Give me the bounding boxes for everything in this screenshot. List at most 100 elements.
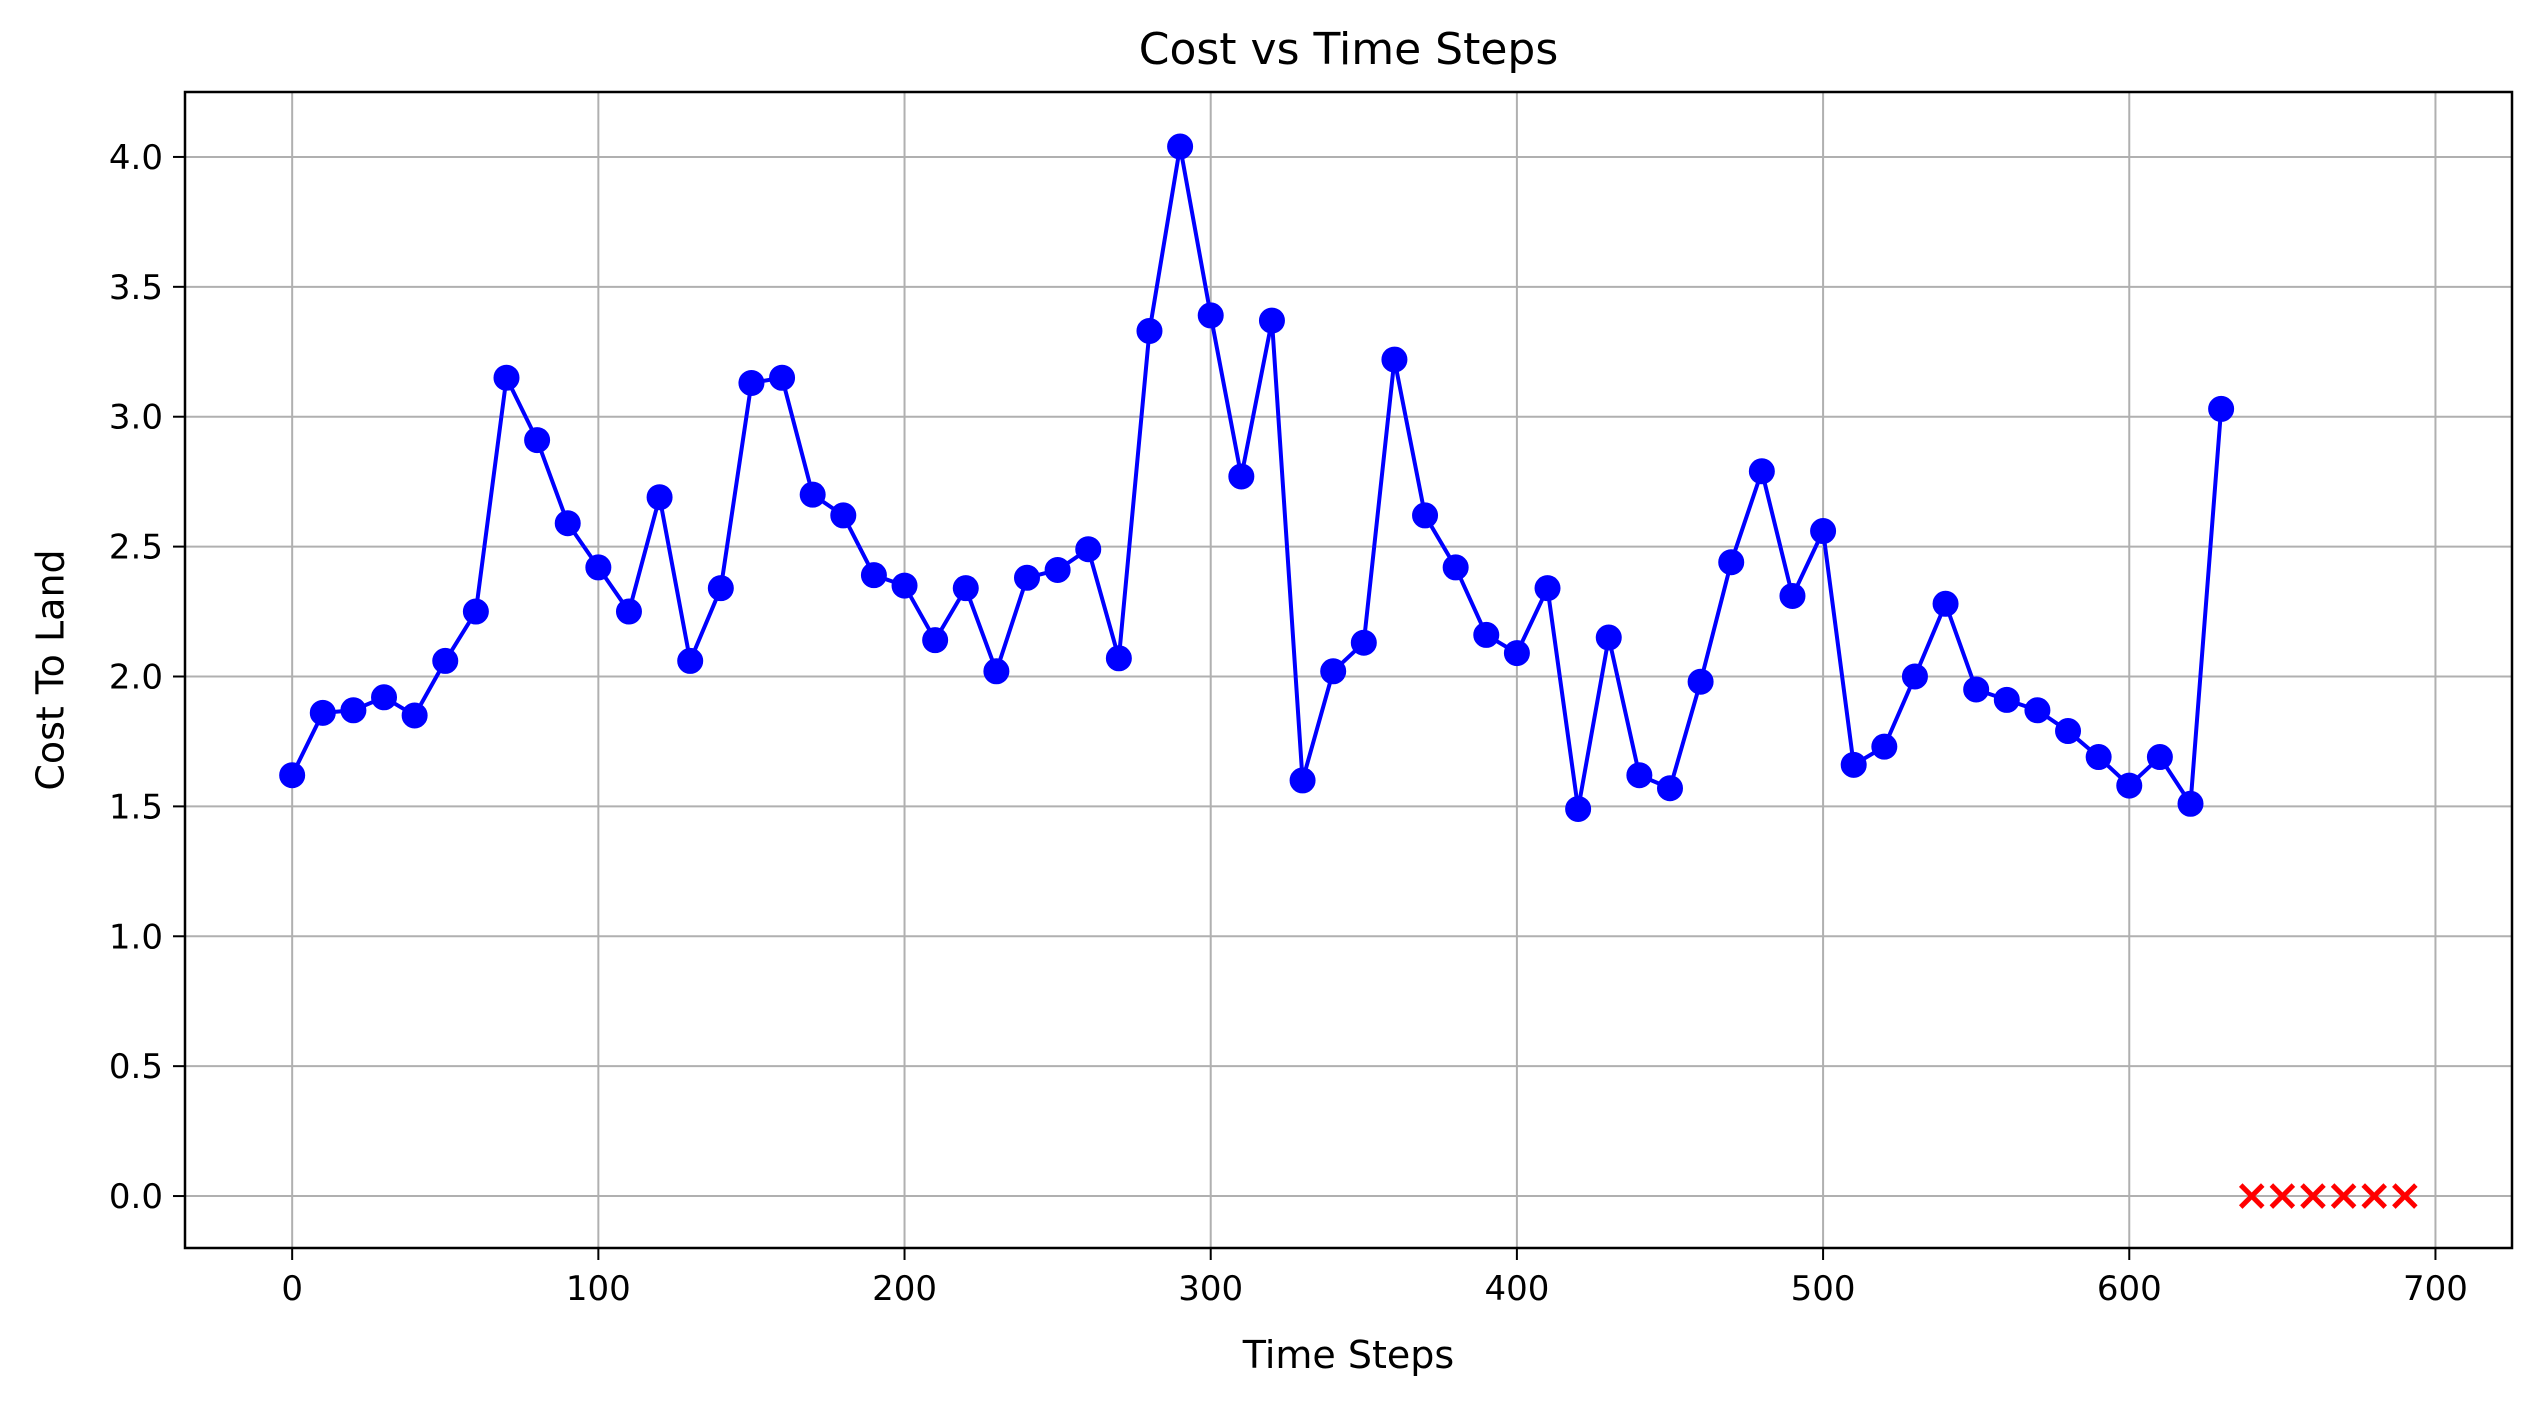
- chart-title: Cost vs Time Steps: [1139, 24, 1559, 75]
- data-point: [922, 627, 949, 654]
- x-marker-stroke: [2392, 1183, 2418, 1209]
- data-point: [1840, 751, 1867, 778]
- data-point: [1534, 575, 1561, 602]
- data-point-x: [2269, 1183, 2296, 1209]
- data-point: [677, 647, 704, 674]
- data-point: [891, 572, 918, 599]
- data-point: [2085, 744, 2112, 771]
- data-point: [952, 575, 979, 602]
- x-tick-label: 500: [1791, 1269, 1856, 1309]
- grid: [185, 92, 2512, 1248]
- data-point: [2116, 772, 2143, 799]
- data-point: [371, 684, 398, 711]
- data-point: [524, 427, 551, 454]
- data-point: [2177, 790, 2204, 817]
- x-marker-stroke: [2330, 1183, 2357, 1209]
- data-point-x: [2361, 1183, 2387, 1209]
- data-point-x: [2392, 1183, 2418, 1209]
- data-point: [769, 364, 796, 391]
- x-tick-label: 400: [1484, 1269, 1549, 1309]
- data-point: [707, 575, 734, 602]
- data-point: [2055, 718, 2082, 745]
- data-point: [1871, 733, 1898, 760]
- data-point: [1350, 629, 1377, 656]
- data-point-x: [2330, 1183, 2357, 1209]
- axis-ticks: 0 100 200 300 400 500 600 700 0.0 0.5 1.0 1.5 2.0 2.5…: [109, 138, 2468, 1309]
- x-tick-label: 700: [2403, 1269, 2468, 1309]
- x-tick-label: 0: [281, 1269, 303, 1309]
- data-point: [1473, 621, 1500, 648]
- data-point: [340, 697, 367, 724]
- x-marker-stroke: [2238, 1183, 2265, 1209]
- data-point: [1993, 686, 2020, 713]
- x-tick-label: 600: [2097, 1269, 2162, 1309]
- x-marker-stroke: [2269, 1183, 2296, 1209]
- data-point: [2146, 744, 2173, 771]
- data-point: [401, 702, 428, 729]
- plot-series: [279, 133, 2418, 1209]
- data-point: [585, 554, 612, 581]
- data-point: [309, 699, 336, 726]
- x-axis-label: Time Steps: [1242, 1333, 1454, 1377]
- y-tick-label: 0.0: [109, 1177, 163, 1217]
- data-point-x: [2238, 1183, 2265, 1209]
- y-tick-label: 0.5: [109, 1047, 163, 1087]
- data-point: [615, 598, 642, 625]
- series-0: [279, 133, 2235, 822]
- x-marker-stroke: [2361, 1183, 2387, 1209]
- data-point: [1901, 663, 1928, 690]
- data-point: [1136, 317, 1163, 344]
- data-point: [1044, 556, 1071, 583]
- data-point: [1381, 346, 1408, 373]
- series-line: [290, 144, 2224, 811]
- data-point: [1656, 775, 1683, 802]
- data-point: [432, 647, 459, 674]
- x-tick-label: 300: [1178, 1269, 1243, 1309]
- data-point: [1718, 549, 1745, 576]
- data-point: [2024, 697, 2051, 724]
- data-point: [1412, 502, 1439, 529]
- data-point: [2208, 395, 2235, 422]
- series-1: [2238, 1183, 2418, 1209]
- data-point: [860, 562, 887, 589]
- plot-frame: [183, 90, 2514, 1250]
- data-point: [493, 364, 520, 391]
- data-point: [830, 502, 857, 529]
- data-point: [554, 510, 581, 537]
- data-point: [1626, 762, 1653, 789]
- y-tick-label: 2.5: [109, 528, 163, 568]
- data-point: [1167, 133, 1194, 160]
- x-marker-stroke: [2300, 1183, 2326, 1209]
- data-point: [1075, 536, 1102, 563]
- data-point: [1197, 302, 1224, 329]
- data-point: [1258, 307, 1285, 334]
- data-point: [1779, 582, 1806, 609]
- data-point: [1503, 640, 1530, 667]
- data-point: [462, 598, 489, 625]
- data-point: [799, 481, 826, 508]
- data-point: [1810, 518, 1837, 545]
- x-tick-label: 200: [872, 1269, 937, 1309]
- y-tick-label: 3.5: [109, 268, 163, 308]
- x-tick-label: 100: [566, 1269, 631, 1309]
- data-point: [1595, 624, 1622, 651]
- data-point: [1014, 564, 1041, 591]
- y-tick-label: 3.0: [109, 398, 163, 438]
- data-point: [1687, 668, 1714, 695]
- data-point: [1289, 767, 1316, 794]
- y-tick-label: 2.0: [109, 657, 163, 697]
- y-tick-label: 1.5: [109, 787, 163, 827]
- y-axis-label: Cost To Land: [28, 549, 72, 790]
- data-point: [1748, 458, 1775, 485]
- data-point: [279, 762, 306, 789]
- y-tick-label: 1.0: [109, 917, 163, 957]
- data-point-x: [2300, 1183, 2326, 1209]
- data-point: [1963, 676, 1990, 703]
- data-point: [1320, 658, 1347, 685]
- data-point: [738, 369, 765, 396]
- data-point: [1442, 554, 1469, 581]
- data-point: [1105, 645, 1132, 672]
- y-tick-label: 4.0: [109, 138, 163, 178]
